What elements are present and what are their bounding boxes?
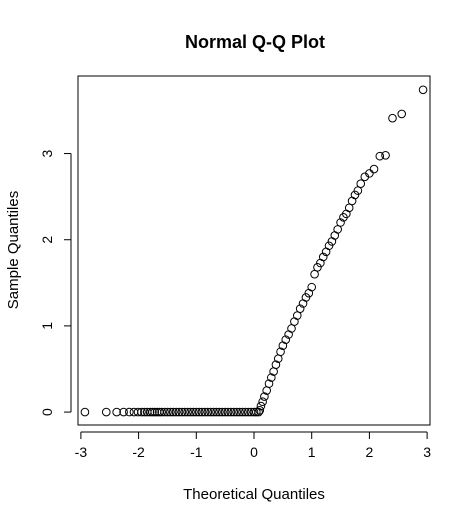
data-point	[160, 407, 169, 417]
data-point	[200, 407, 210, 417]
data-point	[203, 407, 213, 417]
x-tick-label: 1	[308, 444, 316, 460]
data-point	[271, 360, 281, 369]
chart-title: Normal Q-Q Plot	[185, 32, 325, 52]
data-point	[171, 407, 181, 417]
data-point	[163, 407, 172, 417]
data-point	[101, 407, 111, 417]
data-point	[418, 85, 428, 95]
data-point	[157, 407, 166, 417]
data-point	[313, 263, 322, 272]
data-point	[180, 407, 190, 417]
data-point	[150, 407, 160, 417]
data-point	[189, 407, 198, 417]
data-point	[148, 407, 157, 417]
data-point	[229, 407, 239, 417]
data-point	[276, 347, 285, 357]
x-axis-label: Theoretical Quantiles	[183, 486, 325, 503]
x-axis: -3 -2 -1 0 1 2 3	[75, 431, 431, 460]
data-point	[209, 407, 218, 417]
data-point	[375, 151, 385, 161]
y-tick-label: 0	[39, 408, 55, 416]
data-point	[168, 407, 178, 417]
data-point	[125, 407, 134, 417]
data-point	[365, 169, 374, 178]
data-point	[256, 401, 266, 411]
data-point	[307, 282, 317, 292]
data-point	[212, 407, 221, 417]
data-point	[324, 241, 334, 251]
data-point	[232, 407, 241, 417]
y-tick-label: 2	[39, 236, 55, 244]
data-point	[177, 407, 187, 417]
data-point	[255, 406, 265, 415]
y-axis-label: Sample Quantiles	[5, 191, 22, 309]
data-point	[336, 218, 345, 227]
data-point	[191, 407, 201, 417]
data-point	[197, 407, 207, 417]
data-point	[369, 164, 379, 174]
data-point	[264, 379, 274, 388]
data-point	[220, 407, 230, 417]
data-point	[267, 373, 276, 382]
data-point	[318, 252, 328, 262]
data-points	[80, 85, 428, 417]
data-point	[119, 407, 128, 417]
plot-frame	[77, 75, 431, 426]
data-point	[217, 407, 227, 417]
data-point	[235, 407, 244, 417]
y-tick-label: 3	[39, 149, 55, 157]
data-point	[260, 392, 269, 401]
x-tick-label: 0	[250, 444, 258, 460]
data-point	[186, 407, 195, 417]
x-tick-label: -2	[132, 444, 145, 460]
x-tick-label: 2	[366, 444, 374, 460]
data-point	[206, 407, 216, 417]
x-tick-label: -3	[75, 444, 88, 460]
data-point	[194, 407, 204, 417]
data-point	[295, 304, 305, 313]
data-point	[133, 407, 143, 417]
data-point	[226, 407, 236, 417]
data-point	[388, 113, 397, 123]
data-point	[241, 407, 250, 417]
y-axis: 0 1 2 3	[39, 149, 72, 416]
x-tick-label: 3	[423, 444, 431, 460]
data-point	[174, 407, 184, 417]
data-point	[166, 407, 175, 417]
data-point	[137, 407, 146, 417]
data-point	[356, 179, 366, 189]
data-point	[258, 397, 267, 407]
data-point	[281, 335, 291, 344]
data-point	[249, 407, 259, 417]
y-tick-label: 1	[39, 322, 55, 330]
data-point	[238, 407, 247, 417]
data-point	[223, 407, 233, 417]
data-point	[80, 407, 90, 417]
data-point	[397, 109, 407, 119]
data-point	[381, 150, 390, 160]
data-point	[301, 293, 311, 302]
x-tick-label: -1	[190, 444, 203, 460]
data-point	[350, 190, 360, 200]
data-point	[145, 407, 155, 417]
data-point	[254, 407, 263, 417]
data-point	[183, 407, 192, 417]
data-point	[112, 407, 121, 417]
data-point	[215, 407, 224, 417]
